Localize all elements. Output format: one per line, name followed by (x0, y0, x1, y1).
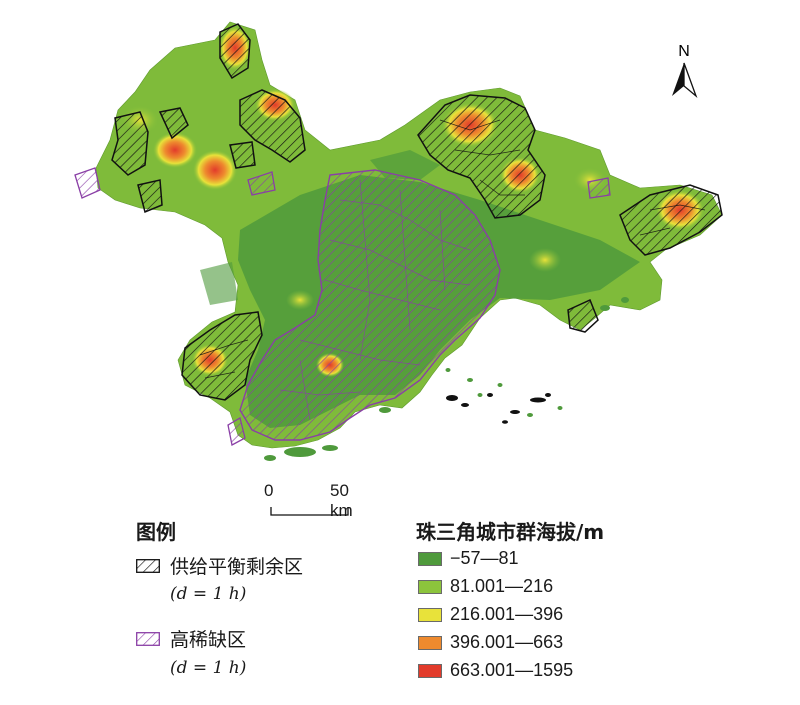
islands (264, 297, 629, 461)
legend-label-high-scarcity: 高稀缺区 (170, 629, 247, 651)
swatch-class-3 (418, 607, 442, 622)
elevation-class-5: 663.001—1595 (418, 660, 573, 681)
swatch-class-5 (418, 663, 442, 678)
elevation-legend-items: −57—81 81.001—216 216.001—396 396.001—66… (418, 548, 573, 681)
elevation-class-4: 396.001—663 (418, 632, 573, 653)
swatch-class-4 (418, 635, 442, 650)
elevation-map: N (74, 21, 723, 461)
high-scarcity-zone (74, 167, 611, 446)
legend-title: 图例 (136, 520, 176, 544)
hatch-black-swatch (136, 558, 160, 573)
legend-item-supply-surplus: 供给平衡剩余区 (136, 552, 303, 579)
legend-sub-high-scarcity: (d = 1 h) (170, 658, 247, 678)
elevation-legend-title: 珠三角城市群海拔/m (416, 520, 605, 544)
north-arrow: N (672, 43, 698, 99)
legend-label-supply-surplus: 供给平衡剩余区 (170, 556, 304, 578)
elevation-class-3: 216.001—396 (418, 604, 573, 625)
supply-surplus-zones (111, 23, 723, 401)
elevation-class-2: 81.001—216 (418, 576, 573, 597)
scale-label-zero: 0 (264, 481, 274, 500)
elevation-class-1: −57—81 (418, 548, 573, 569)
dark-islands (446, 393, 551, 424)
swatch-class-2 (418, 579, 442, 594)
legend-sub-supply-surplus: (d = 1 h) (170, 584, 247, 604)
svg-text:N: N (678, 43, 690, 60)
scale-bar: 0 50 km (262, 481, 362, 521)
legend-item-high-scarcity: 高稀缺区 (136, 625, 246, 652)
swatch-class-1 (418, 551, 442, 566)
hatch-purple-swatch (136, 631, 160, 646)
